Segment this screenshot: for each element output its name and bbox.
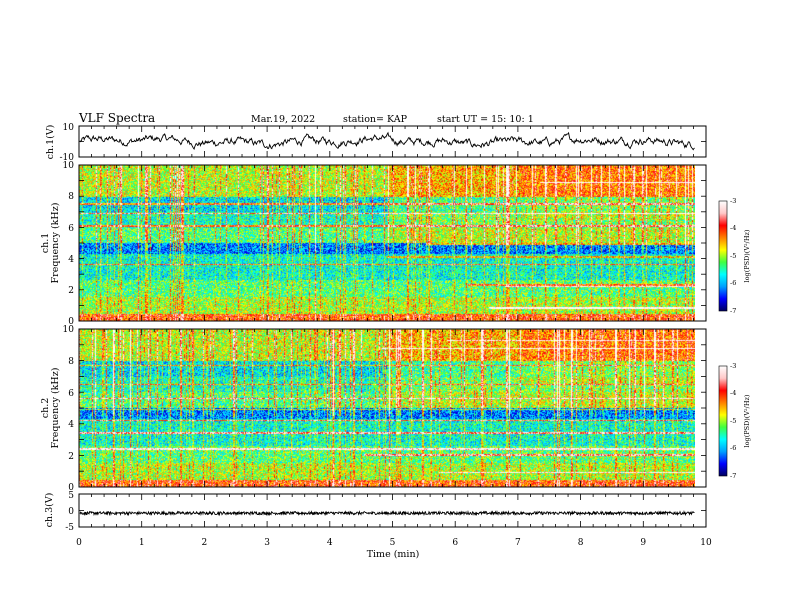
ch1-ytick-label-bottom: -10 (60, 153, 75, 163)
figure-title: VLF Spectra (78, 111, 155, 125)
ch3-waveform-panel: 5 0 -5 ch.3(V) (44, 491, 707, 533)
ch1-colorbar-label: log(PSD)(V²/Hz) (743, 229, 751, 282)
time-tick-label: 4 (327, 538, 333, 548)
ch3-waveform-ticks (78, 493, 707, 528)
ch2-cbar-tick-m7: -7 (730, 472, 736, 480)
time-tick-label: 9 (640, 538, 646, 548)
time-tick-label: 2 (202, 538, 208, 548)
ch3-ytick-5: 5 (68, 491, 74, 501)
ch1-spectrogram-frame (78, 164, 707, 322)
ch2-spectrogram-image (79, 329, 695, 487)
ch3-ytick-m5: -5 (65, 523, 74, 533)
ch1-colorbar-scale (718, 200, 728, 312)
ch2-spectrogram-ylabel-line2: Frequency (kHz) (50, 368, 61, 449)
ch2-colorbar: -3 -4 -5 -6 -7 log(PSD)(V²/Hz) (718, 362, 751, 480)
time-tick-label: 1 (139, 538, 145, 548)
time-tick-label: 8 (578, 538, 584, 548)
ch2-cbar-tick-m6: -6 (730, 444, 736, 452)
time-tick-label: 3 (264, 538, 270, 548)
ch1-ytick-2: 2 (68, 286, 74, 296)
ch1-ytick-10: 10 (63, 161, 75, 171)
ch1-ytick-0: 0 (68, 317, 74, 327)
ch2-spectrogram-frame (78, 328, 707, 488)
date-label: Mar.19, 2022 (251, 114, 315, 125)
ch1-ytick-label-top: 10 (63, 123, 75, 133)
ch3-waveform-trace (79, 510, 695, 517)
time-tick-label: 7 (515, 538, 521, 548)
ch1-cbar-tick-m4: -4 (730, 224, 736, 232)
time-tick-label: 0 (76, 538, 82, 548)
ch2-cbar-tick-m4: -4 (730, 389, 736, 397)
station-label: station= KAP (343, 114, 408, 125)
ch2-ytick-10: 10 (63, 325, 75, 335)
ch1-ytick-6: 6 (68, 224, 74, 234)
ch1-spectrogram-ylabel-line1: ch.1 (40, 233, 51, 254)
ch2-cbar-tick-m3: -3 (730, 362, 736, 370)
ch1-ytick-8: 8 (68, 192, 74, 202)
ch1-cbar-tick-m7: -7 (730, 307, 736, 315)
ch1-waveform-trace (79, 131, 695, 151)
ch1-ytick-4: 4 (68, 255, 74, 265)
ch1-waveform-frame (78, 125, 707, 158)
ch1-waveform-panel: 10 -10 ch.1(V) (45, 123, 707, 163)
time-tick-label: 5 (390, 538, 396, 548)
ch2-ytick-4: 4 (68, 420, 74, 430)
ch3-waveform-ylabel: ch.3(V) (44, 493, 55, 528)
time-tick-label: 6 (452, 538, 458, 548)
ch2-ytick-8: 8 (68, 357, 74, 367)
ch2-colorbar-label: log(PSD)(V²/Hz) (743, 394, 751, 447)
ch2-ytick-2: 2 (68, 452, 74, 462)
ch1-colorbar: -3 -4 -5 -6 -7 log(PSD)(V²/Hz) (718, 197, 751, 315)
ch1-cbar-tick-m3: -3 (730, 197, 736, 205)
ch1-spectrogram-panel: 0 2 4 6 8 10 ch.1 Frequency (kHz) (40, 161, 707, 327)
ch1-cbar-tick-m6: -6 (730, 279, 736, 287)
ch3-ytick-0: 0 (68, 507, 74, 517)
ch1-spectrogram-image (79, 165, 695, 321)
ch2-ytick-0: 0 (68, 483, 74, 493)
ch2-colorbar-scale (718, 365, 728, 477)
ch1-waveform-ylabel: ch.1(V) (45, 125, 56, 160)
ch2-cbar-tick-m5: -5 (730, 417, 736, 425)
time-tick-label: 10 (700, 538, 712, 548)
ch2-spectrogram-ylabel-line1: ch.2 (40, 398, 51, 419)
time-axis-tick-labels: 0 1 2 3 4 5 6 7 8 9 10 (76, 538, 712, 548)
ch3-waveform-frame (78, 493, 707, 528)
ch2-ytick-6: 6 (68, 389, 74, 399)
start-ut-label: start UT = 15: 10: 1 (437, 114, 534, 125)
time-axis-label: Time (min) (367, 549, 420, 560)
ch1-cbar-tick-m5: -5 (730, 252, 736, 260)
ch1-spectrogram-ylabel-line2: Frequency (kHz) (50, 203, 61, 284)
ch2-spectrogram-panel: 0 2 4 6 8 10 ch.2 Frequency (kHz) (40, 325, 707, 493)
